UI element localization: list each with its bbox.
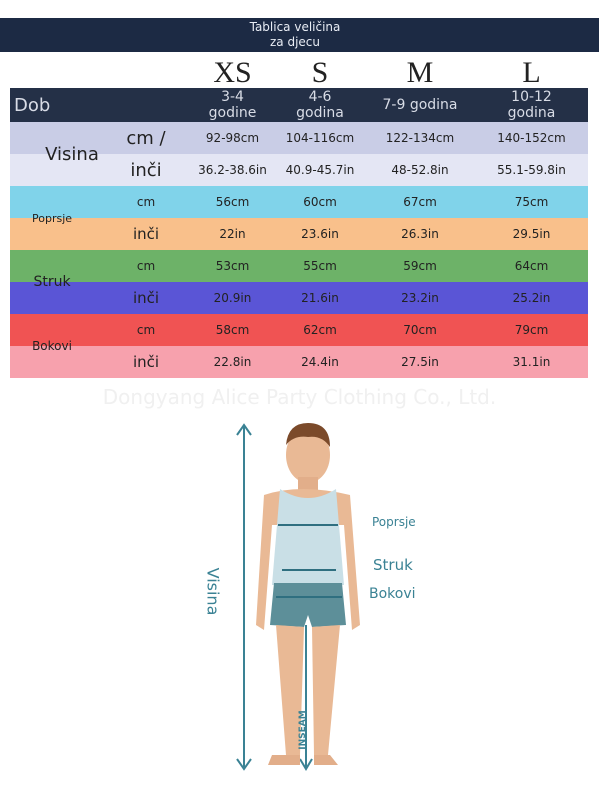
cell-value: 20.9in — [213, 291, 252, 305]
inseam-label: INSEAM — [298, 710, 308, 750]
bust-label: Poprsje — [372, 515, 416, 529]
age-value: 4-6 godina — [296, 89, 344, 121]
cell-value: 23.2in — [401, 291, 439, 305]
cell-value: 55cm — [303, 259, 337, 273]
cell-value: 24.4in — [301, 355, 339, 369]
body-figure — [236, 423, 360, 771]
unit-label: cm / — [126, 127, 166, 149]
cell-value: 59cm — [403, 259, 437, 273]
cell-value: 48-52.8in — [391, 163, 449, 177]
size-label: M — [406, 56, 434, 89]
group-label: Bokovi — [32, 339, 72, 353]
row-band — [10, 346, 588, 378]
height-label: Visina — [203, 567, 223, 616]
cell-value: 23.6in — [301, 227, 339, 241]
group-label: Struk — [33, 274, 71, 290]
unit-label: inči — [132, 289, 160, 307]
cell-value: 55.1-59.8in — [497, 163, 566, 177]
cell-value: 75cm — [514, 195, 549, 209]
unit-label: inči — [130, 159, 162, 181]
cell-value: 58cm — [215, 323, 250, 337]
cell-value: 25.2in — [512, 291, 551, 305]
group-label: Poprsje — [31, 211, 73, 225]
watermark: Dongyang Alice Party Clothing Co., Ltd. — [102, 385, 497, 409]
cell-value: 67cm — [403, 195, 437, 209]
cell-value: 140-152cm — [497, 131, 566, 145]
cell-value: 22in — [219, 227, 246, 241]
hips-label: Bokovi — [369, 586, 416, 602]
cell-value: 79cm — [514, 323, 549, 337]
row-band — [10, 122, 588, 154]
person — [256, 423, 360, 765]
cell-value: 60cm — [303, 195, 337, 209]
cell-value: 92-98cm — [205, 131, 260, 145]
cell-value: 53cm — [215, 259, 250, 273]
cell-value: 56cm — [215, 195, 250, 209]
waist-label: Struk — [373, 556, 413, 574]
unit-label: inči — [132, 353, 160, 371]
size-label: L — [522, 56, 541, 89]
cell-value: 36.2-38.6in — [198, 163, 267, 177]
cell-value: 22.8in — [213, 355, 252, 369]
row-band — [10, 314, 588, 346]
row-band — [10, 282, 588, 314]
cell-value: 31.1in — [512, 355, 551, 369]
size-label: XS — [213, 56, 252, 89]
cell-value: 26.3in — [401, 227, 439, 241]
age-value: 7-9 godina — [382, 97, 458, 113]
cell-value: 62cm — [303, 323, 337, 337]
title: Tablica veličina za djecu — [249, 20, 341, 49]
cell-value: 104-116cm — [285, 131, 355, 145]
age-value: 3-4 godine — [208, 89, 257, 121]
height-arrow — [236, 423, 313, 771]
cell-value: 70cm — [403, 323, 437, 337]
age-bar — [10, 88, 588, 122]
unit-label: inči — [132, 225, 160, 243]
cell-value: 27.5in — [401, 355, 439, 369]
row-band — [10, 186, 588, 218]
group-label: Visina — [45, 143, 99, 165]
size-label: S — [311, 56, 329, 89]
age-label: Dob — [14, 94, 51, 116]
row-band — [10, 250, 588, 282]
unit-label: cm — [136, 259, 156, 273]
unit-label: cm — [136, 323, 156, 337]
cell-value: 40.9-45.7in — [285, 163, 355, 177]
cell-value: 29.5in — [512, 227, 551, 241]
age-value: 10-12 godina — [507, 89, 556, 121]
unit-label: cm — [136, 195, 156, 209]
cell-value: 122-134cm — [385, 131, 455, 145]
cell-value: 64cm — [514, 259, 549, 273]
row-band — [10, 218, 588, 250]
cell-value: 21.6in — [301, 291, 339, 305]
header-bar — [0, 18, 599, 52]
row-band — [10, 154, 588, 186]
